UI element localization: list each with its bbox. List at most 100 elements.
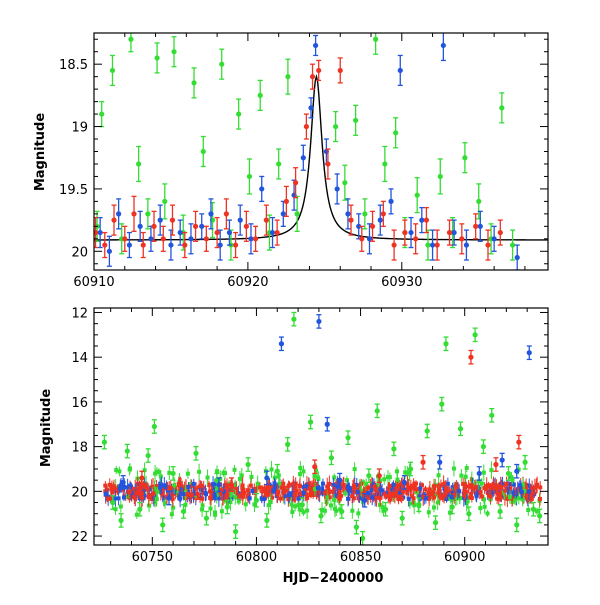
bottom-band-point — [403, 470, 408, 475]
bottom-band-point — [320, 486, 325, 491]
top-data-point — [334, 186, 340, 192]
bottom-band-point — [281, 490, 286, 495]
bottom-band-point — [355, 490, 360, 495]
top-data-point — [303, 123, 309, 130]
bottom-band-point — [301, 510, 306, 515]
bottom-band-point — [162, 483, 167, 488]
bottom-band-point — [381, 508, 386, 513]
bottom-band-point — [442, 482, 447, 487]
bottom-band-point — [538, 485, 543, 490]
bottom-band-point — [491, 482, 496, 487]
bottom-band-point — [485, 511, 490, 516]
top-data-point — [109, 67, 116, 74]
bottom-band-point — [312, 474, 317, 479]
bottom-band-point — [228, 500, 233, 505]
top-data-point — [94, 229, 99, 236]
bottom-band-point — [211, 482, 216, 487]
bottom-band-point — [170, 497, 175, 502]
bottom-series-2 — [139, 349, 522, 492]
bottom-band-point — [209, 491, 214, 496]
bottom-data-point — [118, 517, 124, 524]
bottom-band-point — [383, 493, 388, 498]
top-data-point — [353, 117, 359, 123]
bottom-band-point — [118, 504, 123, 509]
bottom-data-point — [505, 470, 512, 477]
bottom-band-point — [364, 482, 369, 487]
top-data-point — [236, 111, 242, 117]
bottom-band-point — [233, 495, 238, 500]
bottom-data-point — [432, 520, 439, 526]
top-data-point — [359, 236, 365, 242]
top-data-point — [252, 236, 259, 242]
top-data-point — [182, 242, 188, 248]
bottom-data-point — [124, 448, 130, 454]
bottom-band-point — [366, 491, 371, 496]
top-data-point — [391, 242, 397, 248]
bottom-data-point — [285, 441, 291, 447]
bottom-band-point — [423, 496, 428, 501]
bottom-band-point — [429, 492, 434, 497]
bottom-band-point — [113, 507, 118, 512]
bottom-band-point — [375, 483, 380, 488]
top-data-point — [145, 211, 151, 217]
top-data-point — [122, 236, 128, 242]
bottom-band-point — [322, 491, 327, 496]
bottom-band-point — [174, 489, 179, 494]
top-data-point — [136, 161, 142, 167]
bottom-band-point — [121, 495, 126, 500]
top-y-tick-label: 20 — [71, 245, 88, 260]
bottom-band-point — [289, 502, 294, 507]
top-data-point — [188, 236, 194, 242]
bottom-band-point — [282, 493, 287, 498]
bottom-band-point — [497, 494, 502, 499]
bottom-band-point — [498, 492, 503, 497]
bottom-band-point — [537, 496, 542, 501]
bottom-band-point — [407, 470, 412, 475]
bottom-band-point — [451, 466, 456, 471]
bottom-band-point — [241, 487, 246, 492]
bottom-band-point — [194, 486, 199, 491]
bottom-band-point — [399, 496, 404, 501]
bottom-band-point — [378, 487, 383, 492]
bottom-band-point — [237, 476, 242, 481]
bottom-band-point — [405, 481, 410, 486]
bottom-band-point — [213, 512, 218, 517]
bottom-band-point — [205, 475, 210, 480]
top-data-point — [388, 198, 394, 204]
top-data-point — [248, 236, 254, 242]
bottom-band-point — [454, 496, 459, 501]
top-data-point — [440, 42, 446, 49]
bottom-band-point — [336, 492, 341, 497]
bottom-band-point — [294, 488, 299, 493]
bottom-frame — [93, 307, 549, 546]
bottom-band-point — [499, 485, 504, 490]
bottom-band-point — [228, 493, 233, 498]
bottom-band-point — [400, 488, 405, 493]
bottom-data-point — [530, 506, 537, 512]
bottom-data-point — [443, 341, 449, 347]
bottom-band-point — [215, 469, 220, 474]
bottom-band-point — [410, 483, 415, 488]
bottom-band-point — [440, 496, 445, 501]
bottom-band-point — [494, 485, 499, 490]
bottom-band-point — [240, 494, 245, 499]
bottom-band-point — [290, 491, 295, 496]
bottom-band-point — [262, 488, 267, 493]
bottom-band-point — [296, 496, 301, 501]
bottom-band-point — [236, 491, 241, 496]
bottom-band-point — [152, 486, 157, 491]
top-data-point — [316, 67, 322, 74]
bottom-band-point — [113, 496, 118, 501]
bottom-band-point — [476, 479, 481, 484]
bottom-band-point — [107, 482, 112, 487]
bottom-band-point — [142, 468, 147, 473]
bottom-band-point — [278, 496, 283, 501]
bottom-data-point — [374, 408, 380, 414]
bottom-data-point — [228, 482, 235, 488]
bottom-band-point — [520, 496, 525, 501]
bottom-band-point — [506, 490, 511, 495]
top-data-point — [257, 92, 263, 98]
top-y-axis-label: Magnitude — [33, 113, 48, 192]
bottom-band-point — [246, 488, 251, 493]
top-data-point — [476, 198, 482, 204]
